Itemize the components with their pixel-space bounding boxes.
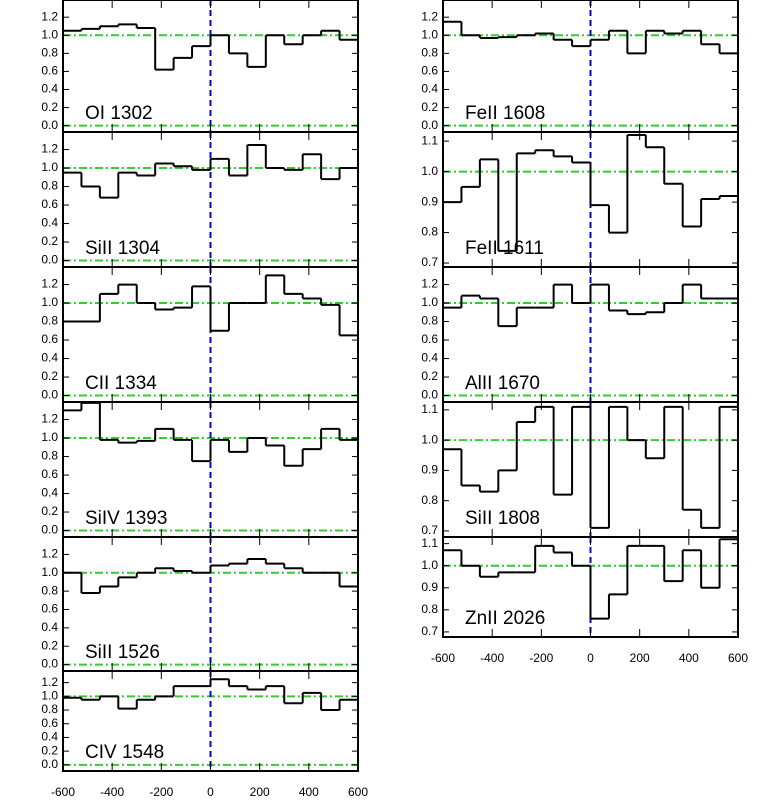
y-tick-label: 0.8 [421, 602, 438, 616]
y-tick-label: 0.2 [41, 743, 58, 757]
y-tick-label: 0.7 [421, 624, 438, 638]
panel-label: OI 1302 [85, 103, 153, 124]
panel-label: CIV 1548 [85, 742, 164, 763]
y-tick-label: 1.0 [41, 160, 58, 174]
y-tick-label: 0.9 [421, 580, 438, 594]
y-tick-label: 0.6 [41, 467, 58, 481]
panel-label: SiII 1808 [465, 508, 540, 529]
x-tick-label: -600 [431, 651, 455, 665]
y-tick-label: 0.2 [41, 504, 58, 518]
y-tick-label: 1.0 [421, 295, 438, 309]
y-tick-label: 1.0 [41, 565, 58, 579]
panel-label: ZnII 2026 [465, 608, 545, 629]
x-tick-label: -600 [51, 785, 75, 799]
y-tick-label: 0.0 [421, 388, 438, 402]
y-tick-label: 0.6 [41, 716, 58, 730]
y-tick-label: 0.2 [421, 369, 438, 383]
y-tick-label: 0.8 [421, 314, 438, 328]
y-tick-label: 1.2 [41, 277, 58, 291]
y-tick-label: 1.2 [41, 9, 58, 23]
y-tick-label: 0.2 [41, 100, 58, 114]
y-tick-label: 1.2 [41, 142, 58, 156]
y-tick-label: 1.0 [421, 558, 438, 572]
y-tick-label: 0.4 [41, 82, 58, 96]
y-tick-label: 0.8 [41, 583, 58, 597]
y-tick-label: 0.7 [421, 523, 438, 537]
y-tick-label: 0.4 [41, 730, 58, 744]
y-tick-label: 0.0 [41, 118, 58, 132]
y-tick-label: 1.2 [421, 9, 438, 23]
x-tick-label: 200 [250, 785, 270, 799]
y-tick-label: 0.0 [41, 388, 58, 402]
y-tick-label: 1.2 [41, 675, 58, 689]
y-tick-label: 1.2 [41, 412, 58, 426]
y-tick-label: 0.0 [41, 253, 58, 267]
y-tick-label: 1.0 [41, 689, 58, 703]
y-tick-label: 0.8 [41, 449, 58, 463]
y-tick-label: 1.2 [421, 277, 438, 291]
x-tick-label: 600 [728, 651, 748, 665]
y-tick-label: 0.6 [421, 64, 438, 78]
y-tick-label: 0.4 [41, 620, 58, 634]
x-tick-label: 200 [630, 651, 650, 665]
y-tick-label: 0.2 [41, 234, 58, 248]
y-tick-label: 0.4 [421, 351, 438, 365]
y-tick-label: 0.8 [421, 493, 438, 507]
y-tick-label: 0.4 [41, 351, 58, 365]
y-tick-label: 0.8 [41, 46, 58, 60]
x-tick-label: 600 [348, 785, 368, 799]
y-tick-label: 0.6 [41, 602, 58, 616]
panel-label: SiIV 1393 [85, 508, 167, 529]
y-tick-label: 0.9 [421, 194, 438, 208]
y-tick-label: 0.7 [421, 255, 438, 269]
x-tick-label: 400 [299, 785, 319, 799]
y-tick-label: 0.2 [41, 369, 58, 383]
panel-label: FeII 1611 [465, 238, 544, 259]
y-tick-label: 1.0 [421, 164, 438, 178]
x-tick-label: 400 [679, 651, 699, 665]
y-tick-label: 0.8 [421, 46, 438, 60]
y-tick-label: 0.9 [421, 463, 438, 477]
x-tick-label: -200 [529, 651, 553, 665]
y-tick-label: 1.1 [421, 402, 438, 416]
y-tick-label: 0.0 [41, 657, 58, 671]
y-tick-label: 0.2 [421, 100, 438, 114]
panel-label: SiII 1526 [85, 642, 160, 663]
y-tick-label: 0.4 [41, 216, 58, 230]
x-tick-label: -400 [480, 651, 504, 665]
panel-label: FeII 1608 [465, 103, 545, 124]
y-tick-label: 1.1 [421, 133, 438, 147]
y-tick-label: 0.8 [41, 179, 58, 193]
y-tick-label: 0.8 [421, 225, 438, 239]
y-tick-label: 1.1 [421, 536, 438, 550]
y-tick-label: 0.8 [41, 314, 58, 328]
y-tick-label: 0.6 [421, 332, 438, 346]
y-tick-label: 1.2 [41, 547, 58, 561]
y-tick-label: 0.2 [41, 638, 58, 652]
y-tick-label: 0.4 [421, 82, 438, 96]
panel-label: AlII 1670 [465, 373, 540, 394]
x-tick-label: -200 [149, 785, 173, 799]
y-tick-label: 0.8 [41, 702, 58, 716]
y-tick-label: 0.6 [41, 64, 58, 78]
y-tick-label: 1.0 [41, 430, 58, 444]
y-tick-label: 0.0 [41, 757, 58, 771]
y-tick-label: 0.6 [41, 332, 58, 346]
panel-label: CII 1334 [85, 373, 157, 394]
y-tick-label: 0.6 [41, 197, 58, 211]
y-tick-label: 0.0 [421, 118, 438, 132]
x-tick-label: -400 [100, 785, 124, 799]
y-tick-label: 0.4 [41, 486, 58, 500]
panel-label: SiII 1304 [85, 238, 160, 259]
x-tick-label: 0 [207, 785, 214, 799]
x-tick-label: 0 [587, 651, 594, 665]
y-tick-label: 1.0 [41, 27, 58, 41]
y-tick-label: 1.0 [41, 295, 58, 309]
y-tick-label: 0.0 [41, 523, 58, 537]
y-tick-label: 1.0 [421, 27, 438, 41]
y-tick-label: 1.0 [421, 432, 438, 446]
